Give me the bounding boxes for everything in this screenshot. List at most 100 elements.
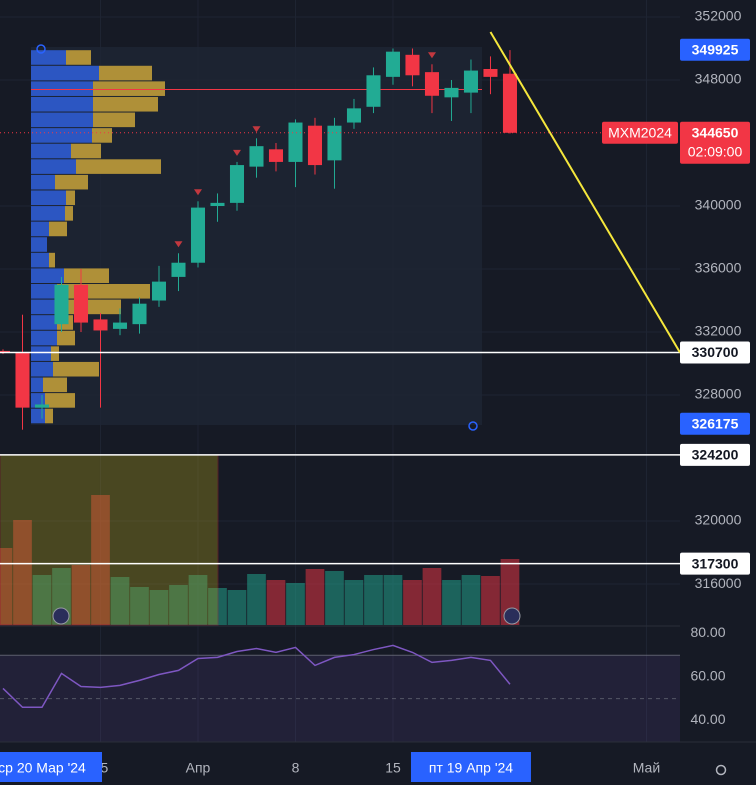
profile-sell xyxy=(93,81,165,96)
volume-bar xyxy=(305,569,325,625)
volume-bar xyxy=(266,580,286,625)
profile-buy xyxy=(31,112,93,128)
profile-high-label: 349925 xyxy=(692,41,739,57)
y-tick-label: 316000 xyxy=(695,575,742,591)
profile-buy xyxy=(31,408,45,424)
y-tick-label: 336000 xyxy=(695,260,742,276)
candle-body xyxy=(268,149,284,162)
candle-body xyxy=(288,122,303,162)
candle-body xyxy=(0,350,11,353)
event-icon[interactable] xyxy=(503,607,521,625)
countdown-label: 02:09:00 xyxy=(688,143,743,159)
profile-buy xyxy=(31,346,51,361)
price-line-label: 330700 xyxy=(692,344,739,360)
volume-bar xyxy=(286,583,305,625)
volume-bar xyxy=(247,574,266,625)
anchor[interactable] xyxy=(36,44,46,54)
volume-bar xyxy=(130,587,149,625)
anchor[interactable] xyxy=(468,421,478,431)
volume-bar xyxy=(32,575,52,625)
profile-sell xyxy=(65,206,73,221)
profile-sell xyxy=(61,299,121,315)
plot: 80.00 60.00 40.00 352000 348000 340000 336000 3… xyxy=(0,8,750,782)
volume-bar xyxy=(403,580,422,625)
profile-low-label-box xyxy=(680,412,750,435)
volume-bar xyxy=(188,575,208,625)
volume-bar xyxy=(227,590,247,625)
volume-bar xyxy=(461,575,481,625)
volume-bar xyxy=(344,580,364,625)
profile-buy xyxy=(31,283,57,299)
y-tick-label: 340000 xyxy=(695,197,742,213)
profile-buy xyxy=(31,315,57,330)
candle-body xyxy=(54,284,69,325)
candle-body xyxy=(327,125,342,161)
volume-bar xyxy=(149,590,169,625)
profile-buy xyxy=(31,190,66,206)
rsi-tick-label: 80.00 xyxy=(690,624,725,640)
volume-bar xyxy=(422,568,442,625)
profile-sell xyxy=(66,50,91,65)
candle-body xyxy=(444,87,459,98)
highlight-zone xyxy=(0,454,219,626)
profile-buy xyxy=(31,65,99,81)
date-highlight xyxy=(410,752,531,782)
candle-body xyxy=(346,108,362,123)
profile-buy xyxy=(31,174,55,190)
signal-marker xyxy=(252,126,261,133)
price-line-label-box xyxy=(680,552,750,575)
profile-sell xyxy=(64,268,109,283)
volume-bar xyxy=(325,571,344,625)
profile-sell xyxy=(99,65,152,81)
candle-body xyxy=(463,70,478,93)
profile-buy xyxy=(31,50,66,65)
last-price-label: 344650 xyxy=(692,124,739,140)
candle-body xyxy=(190,207,206,263)
profile-buy xyxy=(31,128,92,143)
profile-buy xyxy=(31,206,65,221)
candle-body xyxy=(483,68,498,77)
settings-icon[interactable] xyxy=(715,764,727,776)
profile-sell xyxy=(93,96,158,112)
x-tick-label: Апр xyxy=(186,760,211,776)
y-tick-label: 320000 xyxy=(695,512,742,528)
event-icon[interactable] xyxy=(52,607,70,625)
volume-bar xyxy=(13,520,32,625)
profile-buy xyxy=(31,393,45,408)
candle-body xyxy=(385,51,400,77)
y-tick-label: 352000 xyxy=(695,8,742,24)
rsi-line xyxy=(2,644,511,709)
profile-buy xyxy=(31,237,47,252)
profile-buy xyxy=(31,159,76,174)
price-line-label-box xyxy=(680,443,750,466)
profile-sell xyxy=(49,221,67,237)
last-price-box xyxy=(680,121,750,164)
date-label: пт 19 Апр '24 xyxy=(429,760,513,776)
volume-bar xyxy=(364,575,383,625)
candle-body xyxy=(405,54,420,76)
x-tick-label: 15 xyxy=(385,760,401,776)
profile-buy xyxy=(31,252,49,268)
profile-sell xyxy=(55,174,88,190)
profile-buy xyxy=(31,299,61,315)
rsi-tick-label: 60.00 xyxy=(690,668,725,684)
volume-bar xyxy=(169,585,188,625)
candle-body xyxy=(249,146,264,167)
candle-body xyxy=(15,352,30,408)
candle-body xyxy=(229,165,245,203)
volume-bar xyxy=(208,588,227,625)
y-tick-label: 348000 xyxy=(695,71,742,87)
profile-sell xyxy=(49,252,55,268)
price-line-label: 324200 xyxy=(692,447,739,463)
date-highlight xyxy=(0,752,103,782)
price-line-label: 317300 xyxy=(692,555,739,571)
profile-buy xyxy=(31,96,93,112)
volume-bar xyxy=(0,548,13,625)
profile-buy xyxy=(31,81,93,96)
rsi-tick-label: 40.00 xyxy=(690,711,725,727)
profile-buy xyxy=(31,361,53,377)
y-tick-label: 328000 xyxy=(695,386,742,402)
symbol-label: MXM2024 xyxy=(608,124,672,140)
profile-low-label: 326175 xyxy=(692,415,739,431)
